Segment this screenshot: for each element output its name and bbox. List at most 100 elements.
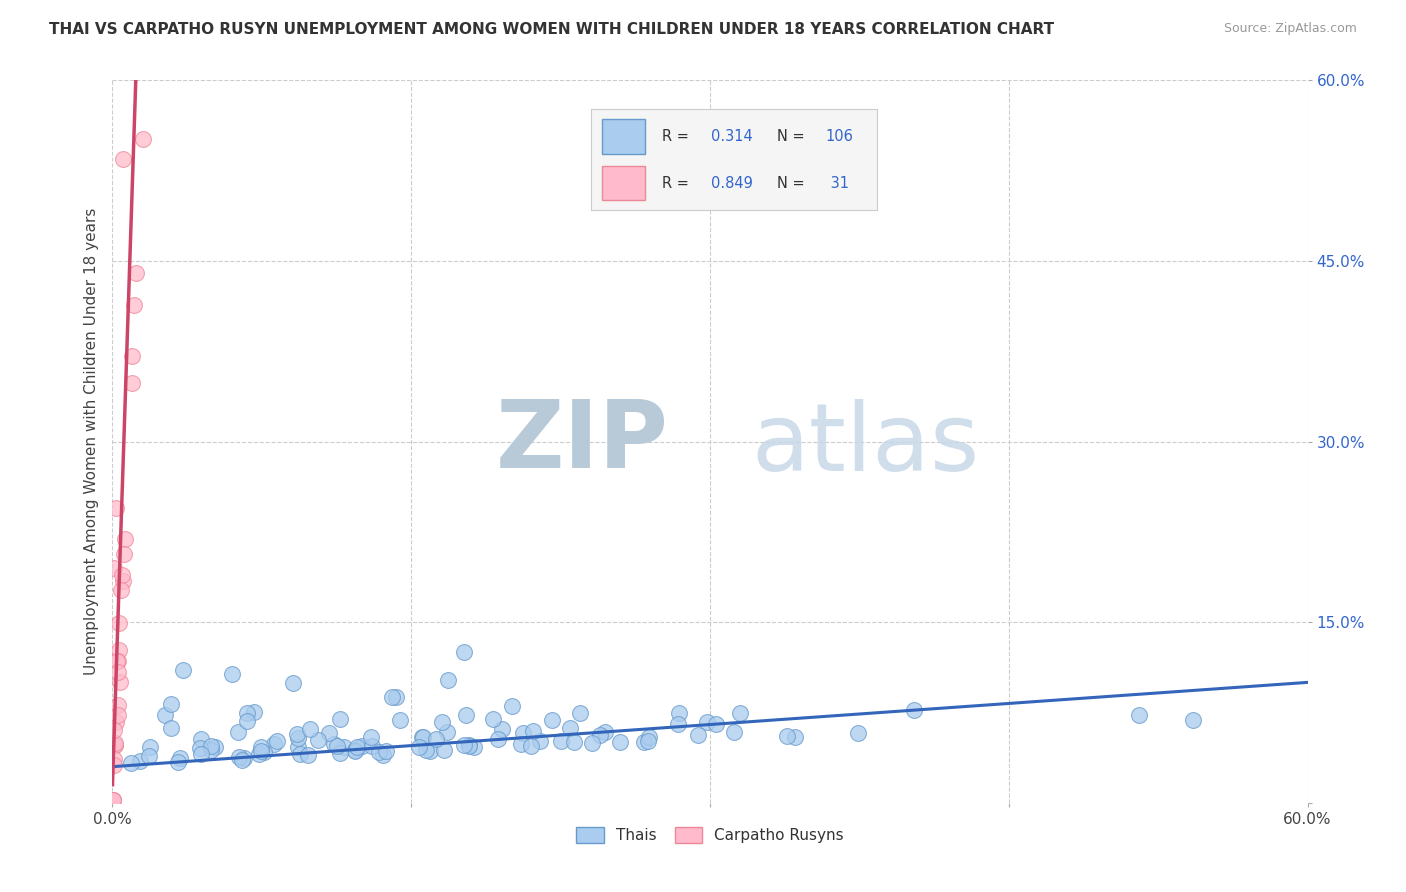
Carpatho Rusyns (107, 698, 129, 713)
Carpatho Rusyns (105, 715, 128, 730)
Carpatho Rusyns (107, 642, 129, 657)
Thais (633, 735, 655, 749)
Carpatho Rusyns (104, 738, 127, 752)
Text: atlas: atlas (752, 399, 980, 491)
Thais (419, 744, 441, 758)
Carpatho Rusyns (107, 654, 129, 668)
Carpatho Rusyns (103, 758, 125, 772)
Thais (696, 714, 718, 729)
Thais (491, 723, 513, 737)
Thais (361, 739, 384, 753)
Thais (411, 730, 433, 744)
Thais (166, 756, 188, 770)
Thais (138, 749, 160, 764)
Carpatho Rusyns (103, 736, 125, 750)
Thais (323, 738, 346, 752)
Thais (541, 713, 564, 727)
Thais (457, 738, 479, 752)
Thais (560, 721, 582, 735)
Carpatho Rusyns (121, 376, 143, 391)
Thais (139, 740, 162, 755)
Thais (231, 753, 253, 767)
Thais (637, 734, 659, 748)
Thais (728, 706, 751, 720)
Thais (581, 736, 603, 750)
Thais (371, 747, 394, 762)
Thais (263, 737, 285, 751)
Thais (228, 749, 250, 764)
Thais (287, 731, 309, 746)
Carpatho Rusyns (108, 616, 131, 631)
Carpatho Rusyns (112, 152, 135, 166)
Thais (298, 722, 321, 736)
Thais (120, 756, 142, 770)
Thais (775, 729, 797, 743)
Thais (253, 745, 276, 759)
Thais (307, 732, 329, 747)
Thais (609, 735, 631, 749)
Thais (509, 737, 531, 751)
Thais (666, 717, 689, 731)
Thais (569, 706, 592, 720)
Carpatho Rusyns (101, 793, 124, 807)
Thais (668, 706, 690, 720)
Carpatho Rusyns (112, 547, 135, 561)
Thais (412, 731, 434, 745)
Carpatho Rusyns (122, 298, 145, 312)
Thais (433, 743, 456, 757)
Text: ZIP: ZIP (495, 395, 668, 488)
Thais (385, 690, 408, 705)
Thais (169, 750, 191, 764)
Thais (453, 739, 475, 753)
Thais (160, 721, 183, 735)
Thais (562, 735, 585, 749)
Thais (1181, 713, 1204, 727)
Thais (1128, 707, 1150, 722)
Thais (285, 727, 308, 741)
Carpatho Rusyns (104, 738, 127, 752)
Thais (346, 739, 368, 754)
Thais (686, 728, 709, 742)
Thais (236, 714, 259, 728)
Thais (522, 723, 544, 738)
Carpatho Rusyns (110, 582, 132, 597)
Text: Source: ZipAtlas.com: Source: ZipAtlas.com (1223, 22, 1357, 36)
Thais (297, 747, 319, 762)
Thais (430, 714, 453, 729)
Thais (482, 712, 505, 726)
Thais (637, 730, 659, 744)
Thais (221, 667, 243, 681)
Thais (288, 747, 311, 762)
Carpatho Rusyns (108, 675, 131, 690)
Thais (160, 697, 183, 711)
Thais (188, 740, 211, 755)
Thais (190, 747, 212, 762)
Thais (903, 703, 925, 717)
Thais (328, 712, 350, 726)
Carpatho Rusyns (101, 793, 124, 807)
Carpatho Rusyns (125, 266, 148, 280)
Thais (228, 724, 250, 739)
Thais (415, 743, 437, 757)
Thais (200, 739, 222, 753)
Carpatho Rusyns (121, 350, 143, 364)
Carpatho Rusyns (111, 574, 134, 588)
Thais (437, 673, 460, 687)
Carpatho Rusyns (107, 707, 129, 722)
Thais (243, 705, 266, 719)
Thais (344, 743, 367, 757)
Thais (329, 747, 352, 761)
Thais (233, 750, 256, 764)
Thais (408, 739, 430, 754)
Thais (486, 731, 509, 746)
Thais (389, 713, 412, 727)
Thais (453, 645, 475, 659)
Y-axis label: Unemployment Among Women with Children Under 18 years: Unemployment Among Women with Children U… (83, 208, 98, 675)
Thais (595, 725, 617, 739)
Thais (172, 664, 194, 678)
Carpatho Rusyns (103, 723, 125, 737)
Thais (200, 743, 222, 757)
Thais (463, 739, 485, 754)
Carpatho Rusyns (114, 532, 136, 546)
Thais (204, 740, 226, 755)
